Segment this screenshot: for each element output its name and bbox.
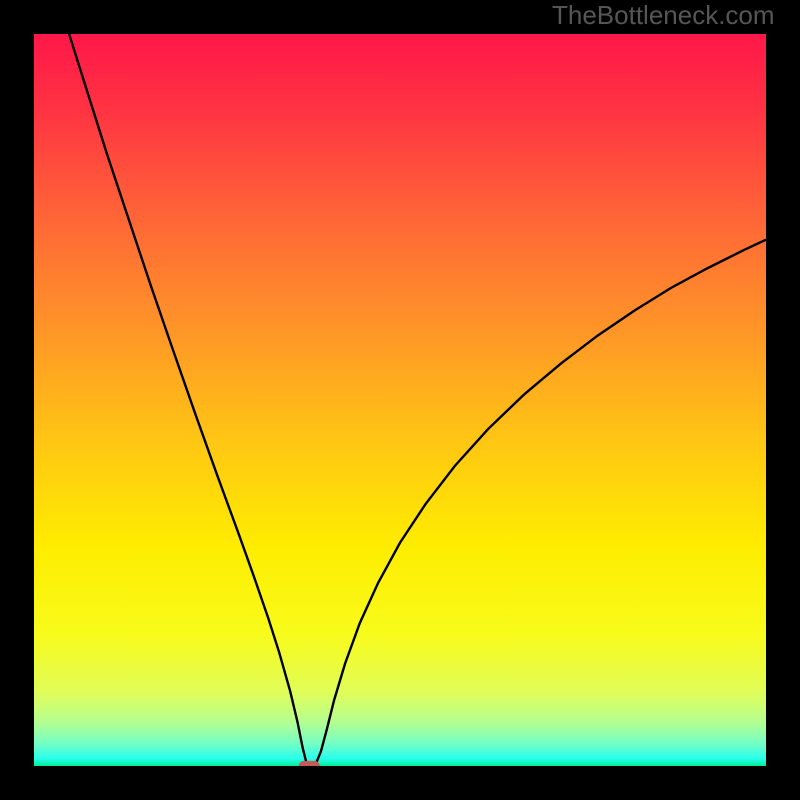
curve-path bbox=[69, 34, 766, 766]
watermark-text: TheBottleneck.com bbox=[552, 0, 775, 31]
plot-area bbox=[34, 34, 766, 766]
bottleneck-curve bbox=[34, 34, 766, 766]
optimum-marker bbox=[299, 761, 319, 766]
